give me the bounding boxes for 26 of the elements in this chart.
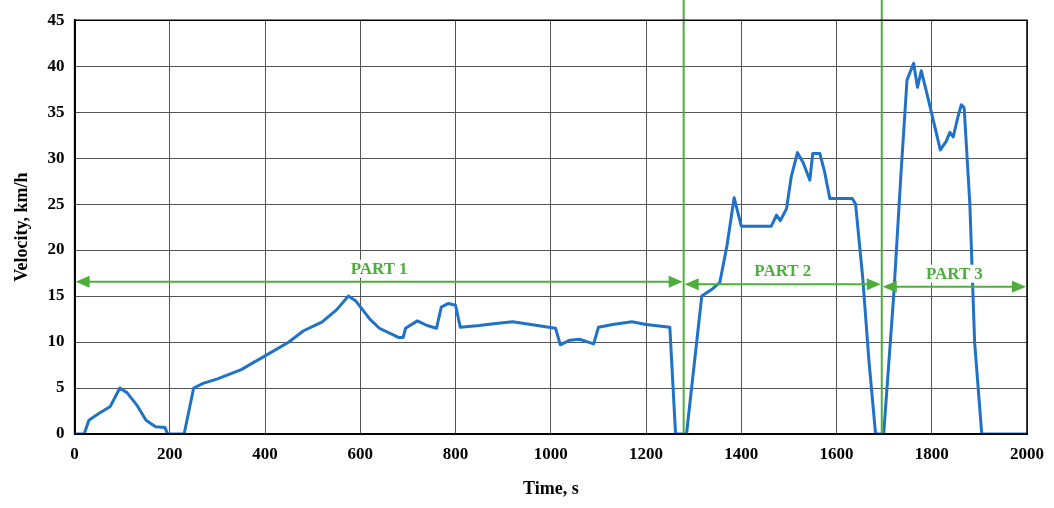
- y-tick-label: 10: [47, 331, 65, 351]
- y-tick-label: 40: [47, 55, 65, 75]
- y-axis-title: Velocity, km/h: [11, 172, 32, 282]
- annotation: PART 2: [754, 261, 812, 281]
- y-tick-label: 20: [47, 239, 65, 259]
- x-tick-label: 2000: [1010, 443, 1044, 463]
- x-tick-label: 1400: [724, 443, 759, 463]
- x-tick-label: 1600: [819, 443, 854, 463]
- annotation: PART 1: [350, 258, 408, 278]
- x-tick-label: 0: [70, 443, 79, 463]
- y-tick-label: 45: [47, 9, 65, 29]
- x-tick-label: 800: [442, 443, 469, 463]
- x-tick-label: 400: [252, 443, 278, 463]
- y-tick-label: 35: [47, 101, 65, 121]
- y-tick-label: 25: [47, 193, 65, 213]
- annotation: PART 3: [925, 263, 983, 283]
- x-tick-label: 1000: [533, 443, 568, 463]
- y-tick-label: 30: [47, 147, 65, 167]
- y-tick-label: 5: [56, 377, 65, 397]
- x-tick-label: 1800: [914, 443, 949, 463]
- y-tick-label: 15: [47, 285, 65, 305]
- x-tick-label: 600: [347, 443, 374, 463]
- y-tick-label: 0: [56, 423, 65, 443]
- x-axis-title: Time, s: [522, 477, 579, 498]
- x-tick-label: 200: [157, 443, 183, 463]
- x-tick-label: 1200: [629, 443, 664, 463]
